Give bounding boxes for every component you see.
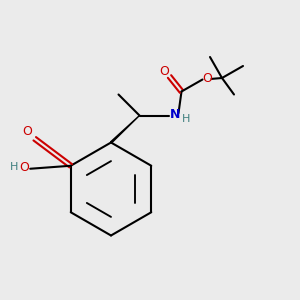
Text: N: N <box>170 107 181 121</box>
Text: H: H <box>182 114 190 124</box>
Text: H: H <box>10 162 18 172</box>
Text: O: O <box>202 72 212 85</box>
Text: O: O <box>22 125 32 138</box>
Text: O: O <box>159 64 169 78</box>
Text: O: O <box>19 161 29 174</box>
Polygon shape <box>110 116 140 143</box>
